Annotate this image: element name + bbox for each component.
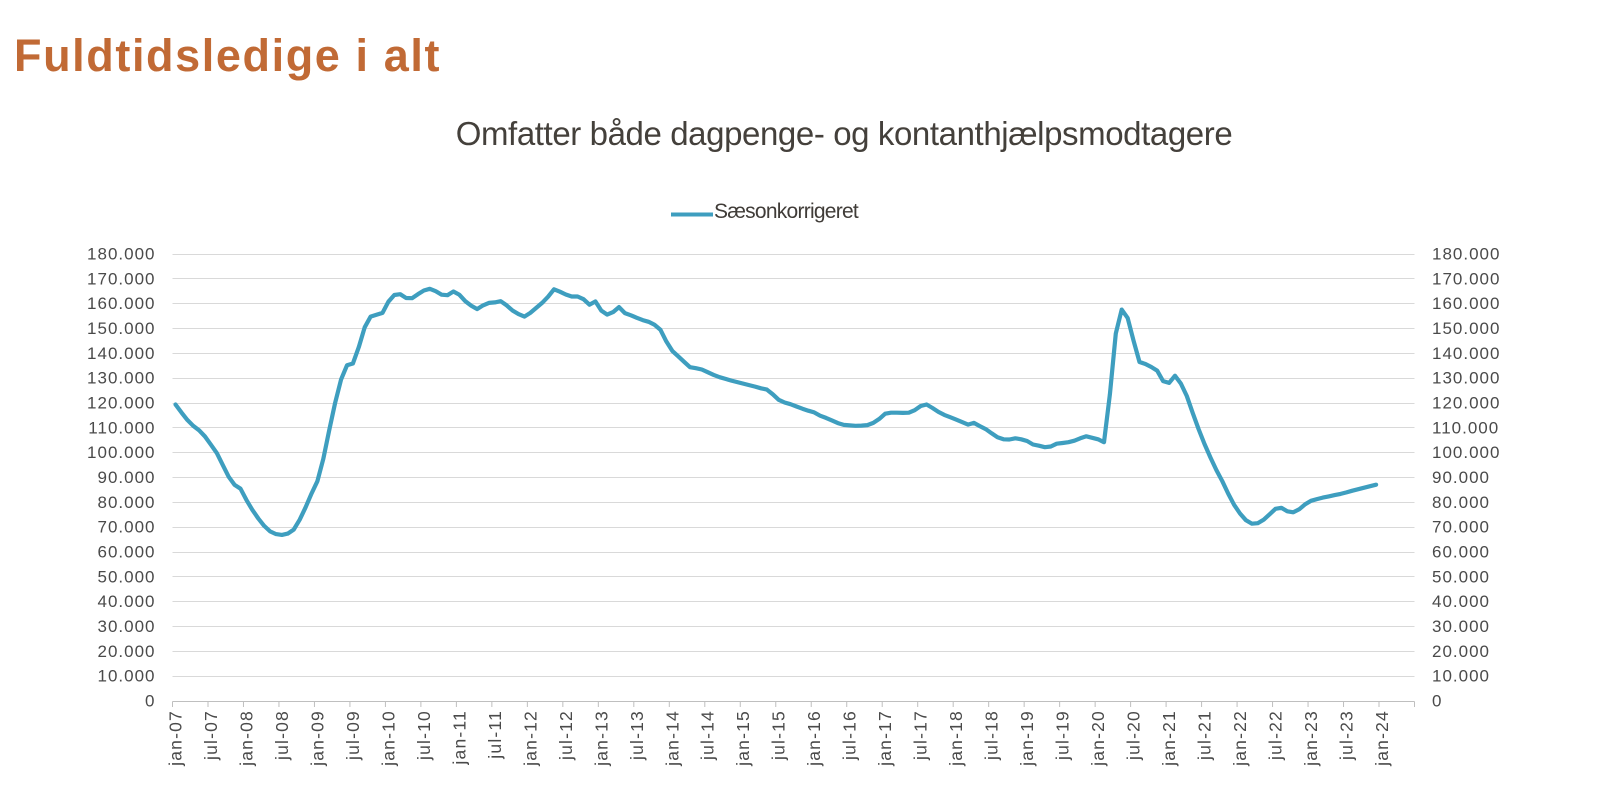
svg-text:jan-19: jan-19	[1017, 710, 1037, 767]
svg-text:120.000: 120.000	[87, 394, 155, 413]
svg-text:30.000: 30.000	[1432, 617, 1490, 636]
svg-text:jan-15: jan-15	[733, 710, 753, 767]
svg-text:10.000: 10.000	[1432, 667, 1490, 686]
svg-text:jul-23: jul-23	[1336, 710, 1356, 761]
svg-text:jan-22: jan-22	[1230, 710, 1250, 767]
svg-text:jul-08: jul-08	[272, 710, 292, 761]
svg-text:jan-14: jan-14	[662, 710, 682, 767]
svg-text:170.000: 170.000	[87, 269, 155, 288]
svg-text:10.000: 10.000	[98, 667, 156, 686]
svg-text:170.000: 170.000	[1432, 269, 1500, 288]
svg-text:jan-10: jan-10	[378, 710, 398, 767]
svg-text:0: 0	[1432, 692, 1442, 711]
svg-text:80.000: 80.000	[98, 493, 156, 512]
svg-text:120.000: 120.000	[1432, 394, 1500, 413]
svg-text:30.000: 30.000	[98, 617, 156, 636]
svg-text:150.000: 150.000	[87, 319, 155, 338]
svg-text:130.000: 130.000	[87, 369, 155, 388]
svg-text:jul-20: jul-20	[1124, 710, 1144, 761]
svg-text:40.000: 40.000	[98, 592, 156, 611]
svg-text:jan-08: jan-08	[236, 710, 256, 767]
svg-text:150.000: 150.000	[1432, 319, 1500, 338]
svg-text:160.000: 160.000	[87, 294, 155, 313]
svg-text:Omfatter både dagpenge- og kon: Omfatter både dagpenge- og kontanthjælps…	[456, 115, 1233, 152]
svg-text:jan-20: jan-20	[1088, 710, 1108, 767]
svg-text:20.000: 20.000	[1432, 642, 1490, 661]
svg-text:jul-14: jul-14	[698, 710, 718, 761]
svg-text:180.000: 180.000	[87, 245, 155, 264]
svg-text:130.000: 130.000	[1432, 369, 1500, 388]
svg-text:jul-11: jul-11	[485, 710, 505, 760]
svg-text:Fuldtidsledige i alt: Fuldtidsledige i alt	[14, 30, 441, 81]
svg-text:jan-09: jan-09	[307, 710, 327, 767]
svg-text:50.000: 50.000	[1432, 567, 1490, 586]
svg-text:180.000: 180.000	[1432, 245, 1500, 264]
svg-text:jul-09: jul-09	[343, 710, 363, 761]
svg-text:140.000: 140.000	[1432, 344, 1500, 363]
svg-text:20.000: 20.000	[98, 642, 156, 661]
svg-text:jan-07: jan-07	[165, 710, 185, 767]
svg-text:40.000: 40.000	[1432, 592, 1490, 611]
svg-text:0: 0	[145, 692, 155, 711]
svg-text:110.000: 110.000	[88, 418, 155, 437]
svg-text:jan-13: jan-13	[591, 710, 611, 767]
svg-text:160.000: 160.000	[1432, 294, 1500, 313]
svg-text:jul-17: jul-17	[911, 710, 931, 761]
svg-text:jul-22: jul-22	[1266, 710, 1286, 761]
svg-text:jul-15: jul-15	[769, 710, 789, 761]
svg-text:60.000: 60.000	[98, 543, 156, 562]
svg-text:jan-12: jan-12	[520, 710, 540, 767]
svg-text:100.000: 100.000	[87, 443, 155, 462]
svg-text:jan-11: jan-11	[449, 710, 469, 766]
svg-text:jul-16: jul-16	[840, 710, 860, 761]
svg-text:jul-21: jul-21	[1195, 710, 1215, 761]
svg-text:70.000: 70.000	[1432, 518, 1490, 537]
svg-text:50.000: 50.000	[98, 567, 156, 586]
svg-text:jan-18: jan-18	[946, 710, 966, 767]
svg-text:110.000: 110.000	[1432, 418, 1499, 437]
svg-text:jul-18: jul-18	[982, 710, 1002, 761]
svg-text:80.000: 80.000	[1432, 493, 1490, 512]
svg-text:jul-13: jul-13	[627, 710, 647, 761]
svg-text:60.000: 60.000	[1432, 543, 1490, 562]
svg-text:jan-17: jan-17	[875, 710, 895, 767]
svg-text:jul-19: jul-19	[1053, 710, 1073, 761]
svg-text:70.000: 70.000	[98, 518, 156, 537]
svg-text:140.000: 140.000	[87, 344, 155, 363]
svg-text:jul-10: jul-10	[414, 710, 434, 761]
svg-text:90.000: 90.000	[1432, 468, 1490, 487]
svg-text:jan-16: jan-16	[804, 710, 824, 767]
svg-text:Sæsonkorrigeret: Sæsonkorrigeret	[714, 200, 859, 223]
svg-text:jan-24: jan-24	[1372, 710, 1392, 767]
svg-text:100.000: 100.000	[1432, 443, 1500, 462]
svg-text:jul-07: jul-07	[201, 710, 221, 761]
svg-text:90.000: 90.000	[98, 468, 156, 487]
svg-text:jan-23: jan-23	[1301, 710, 1321, 767]
svg-text:jul-12: jul-12	[556, 710, 576, 761]
svg-text:jan-21: jan-21	[1159, 710, 1179, 767]
